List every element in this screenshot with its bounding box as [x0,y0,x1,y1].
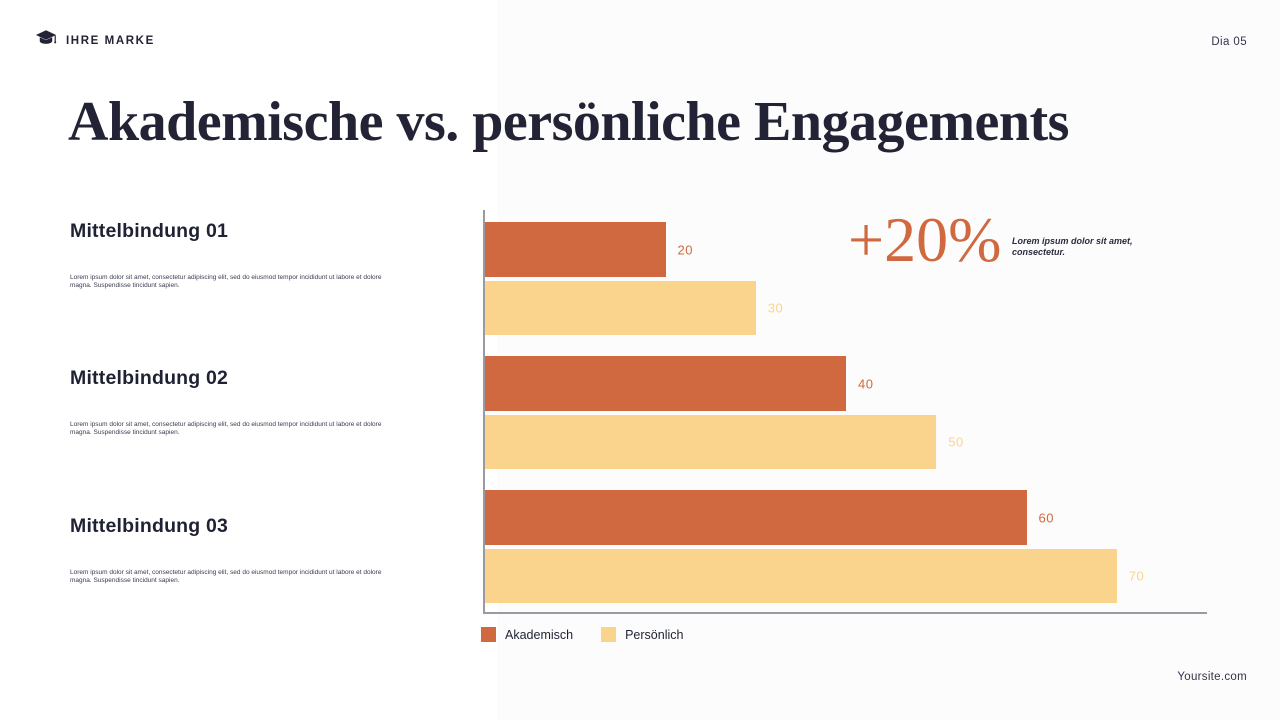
section-heading: Mittelbindung 01 [70,220,229,242]
highlight-value: +20% [848,204,1002,275]
slide-number: Dia 05 [1211,36,1247,48]
brand-name: IHRE MARKE [66,35,155,47]
legend-label: Akademisch [505,627,574,642]
section-mittelbindung-03: Mittelbindung 03 Lorem ipsum dolor sit a… [70,515,400,586]
bar-value-label: 60 [1038,510,1054,525]
bar-akademisch-3 [485,490,1027,545]
bar-value-label: 40 [858,376,874,391]
bar-value-label: 30 [767,300,784,316]
bar-value-label: 50 [948,434,964,450]
section-body: Lorem ipsum dolor sit amet, consectetur … [70,274,382,290]
website-link: Yoursite.com [1177,671,1247,683]
chart-legend: Akademisch Persönlich [481,627,683,642]
section-heading: Mittelbindung 03 [70,515,229,537]
highlight-caption: Lorem ipsum dolor sit amet, consectetur. [1012,236,1133,258]
legend-label: Persönlich [625,627,684,642]
bar-persoenlich-3 [485,549,1117,603]
bar-persoenlich-2 [485,415,937,469]
section-mittelbindung-02: Mittelbindung 02 Lorem ipsum dolor sit a… [70,367,400,438]
bar-value-label: 70 [1128,568,1145,584]
section-body: Lorem ipsum dolor sit amet, consectetur … [70,569,382,585]
bar-akademisch-1 [485,222,666,277]
legend-item-akademisch: Akademisch [481,627,573,642]
section-body: Lorem ipsum dolor sit amet, consectetur … [70,421,382,437]
bar-chart-plot: 20 30 40 50 60 70 [483,210,1207,614]
legend-swatch [481,627,496,642]
section-heading: Mittelbindung 02 [70,367,229,389]
bar-akademisch-2 [485,356,846,411]
legend-swatch [601,627,617,642]
page-title: Akademische vs. persönliche Engagements [68,91,1069,153]
graduation-cap-icon [35,29,57,53]
bar-persoenlich-1 [485,281,756,335]
section-mittelbindung-01: Mittelbindung 01 Lorem ipsum dolor sit a… [70,220,400,291]
bar-value-label: 20 [677,242,693,257]
legend-item-persoenlich: Persönlich [601,627,683,642]
brand-logo: IHRE MARKE [35,29,155,53]
